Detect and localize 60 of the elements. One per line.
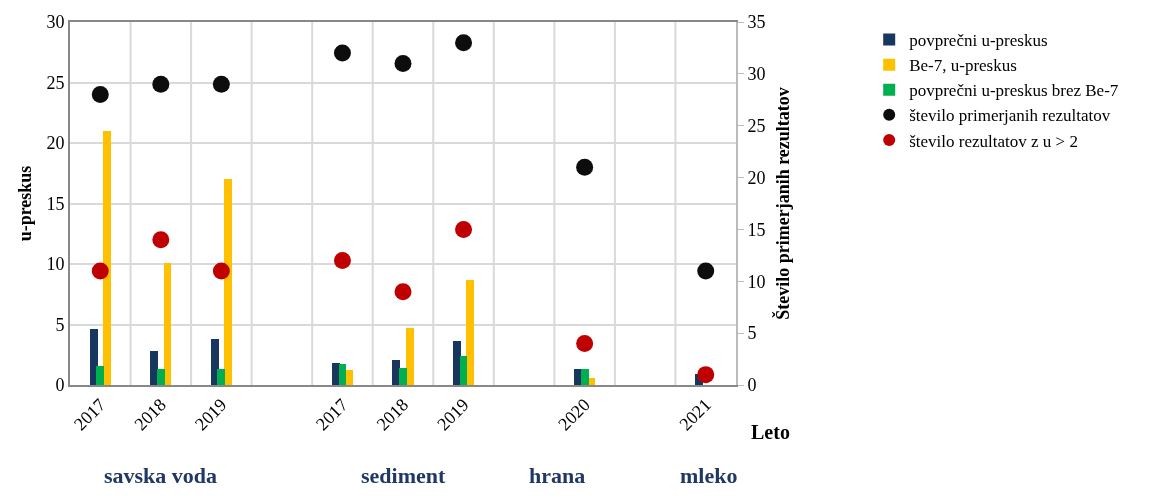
y2-tick-label: 30 xyxy=(747,64,766,85)
point xyxy=(394,283,412,301)
point xyxy=(455,220,473,238)
y2-axis-title: Število primerjanih rezultatov xyxy=(772,87,794,320)
text: savska voda xyxy=(104,463,218,488)
point xyxy=(91,86,109,104)
y-tick-label: 10 xyxy=(46,254,65,275)
bar xyxy=(453,341,461,385)
bar xyxy=(103,131,111,385)
point xyxy=(394,54,412,72)
point xyxy=(333,44,351,62)
bar xyxy=(339,364,346,385)
bar xyxy=(217,369,225,385)
point xyxy=(576,335,594,352)
bar xyxy=(211,339,219,385)
text: hrana xyxy=(529,463,586,488)
bar xyxy=(460,356,467,385)
x-axis-title: Leto xyxy=(751,421,790,443)
point xyxy=(152,75,170,93)
y-tick-label: 15 xyxy=(46,193,65,214)
legend-label: število rezultatov z u > 2 xyxy=(909,131,1078,151)
y-tick-label: 0 xyxy=(55,375,65,396)
bar xyxy=(392,360,400,385)
legend-label: število primerjanih rezultatov xyxy=(909,106,1111,126)
point xyxy=(697,262,715,280)
point xyxy=(212,262,230,280)
bar xyxy=(96,366,104,385)
point xyxy=(152,231,170,249)
y2-tick-label: 35 xyxy=(747,12,766,33)
bar xyxy=(466,280,474,385)
bar xyxy=(399,368,407,385)
y2-tick-label: 20 xyxy=(747,167,766,188)
point xyxy=(697,366,715,384)
point xyxy=(333,252,351,270)
y-tick-label: 30 xyxy=(46,12,65,33)
bar xyxy=(164,263,171,385)
y2-tick-label: 0 xyxy=(747,375,757,396)
y2-tick-label: 5 xyxy=(747,323,757,344)
point xyxy=(91,262,109,280)
y-tick-label: 25 xyxy=(46,72,65,93)
legend-label: Be-7, u-preskus xyxy=(909,56,1017,76)
bar xyxy=(406,328,414,385)
y2-tick-label: 25 xyxy=(747,116,766,137)
y2-tick-label: 15 xyxy=(747,219,766,240)
bar xyxy=(581,369,589,385)
y2-tick-label: 10 xyxy=(747,271,766,292)
point xyxy=(455,34,473,52)
point xyxy=(576,158,594,176)
bar xyxy=(90,329,98,385)
legend-label: povprečni u-preskus xyxy=(909,31,1048,51)
text: sediment xyxy=(361,463,446,488)
y-tick-label: 5 xyxy=(55,314,65,335)
y-tick-label: 20 xyxy=(46,133,65,154)
y-axis-title: u-preskus xyxy=(15,165,36,242)
bar xyxy=(224,179,232,385)
legend-label: povprečni u-preskus brez Be-7 xyxy=(909,81,1119,101)
bar xyxy=(150,351,158,385)
point xyxy=(212,75,230,93)
text: mleko xyxy=(680,463,738,488)
bar xyxy=(157,369,165,385)
